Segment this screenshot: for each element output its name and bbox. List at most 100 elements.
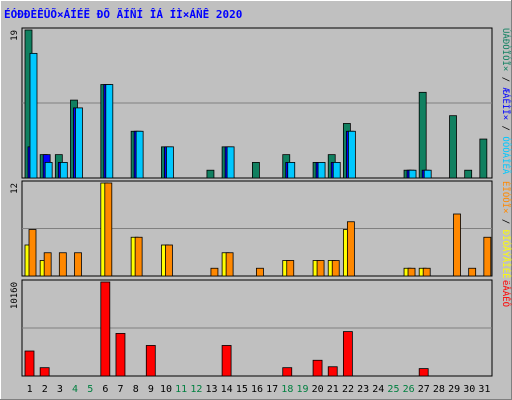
x-tick-label-27: 27 bbox=[418, 384, 430, 395]
x-tick-label-30: 30 bbox=[463, 384, 475, 395]
x-tick-label-19: 19 bbox=[296, 384, 308, 395]
kbytes-legend: ëÂÁÊÔ bbox=[500, 280, 512, 307]
x-tick-label-24: 24 bbox=[372, 384, 384, 395]
x-tick-label-31: 31 bbox=[478, 384, 490, 395]
visits-sites-panel: 12 ÈÏÓÔÏ× / ÐÏÓÅÝÅÎÉÊ bbox=[10, 180, 512, 279]
kbytes-bar-kbytes-6 bbox=[100, 281, 111, 377]
kbytes-ymax-label: 10160 bbox=[10, 282, 20, 309]
x-tick-label-15: 15 bbox=[236, 384, 248, 395]
kbytes-bar-kbytes-2 bbox=[39, 367, 50, 377]
hits-files-pages-legend-item-1: / bbox=[500, 71, 510, 87]
hits-files-pages-ymax-label: 19 bbox=[10, 30, 20, 41]
visits-sites-bar-sites-21 bbox=[331, 260, 340, 277]
visits-sites-bar-sites-4 bbox=[74, 252, 82, 277]
hits-files-pages-bar-hits-29 bbox=[449, 115, 457, 179]
visits-sites-bar-sites-20 bbox=[316, 260, 325, 277]
visits-sites-bar-sites-13 bbox=[210, 267, 219, 277]
kbytes-bar-kbytes-14 bbox=[221, 345, 232, 377]
visits-sites-legend-item-2: ÐÏÓÅÝÅÎÉÊ bbox=[500, 230, 512, 279]
x-tick-label-12: 12 bbox=[190, 384, 202, 395]
x-tick-label-10: 10 bbox=[160, 384, 172, 395]
visits-sites-bar-sites-29 bbox=[453, 213, 461, 277]
hits-files-pages-bar-hits-16 bbox=[252, 162, 260, 179]
hits-files-pages-legend-item-0: ÚÁÐÒÏÓÏ× bbox=[500, 28, 512, 71]
hits-files-pages-bar-pages-2 bbox=[44, 162, 53, 179]
x-tick-label-23: 23 bbox=[357, 384, 369, 395]
x-axis-labels: 1 2 3 4 5 6 7 8 9 10 11 12 13 14 15 16 17 18 19 20 21 22 23 24 2… bbox=[27, 384, 491, 395]
x-tick-label-29: 29 bbox=[448, 384, 460, 395]
visits-sites-bar-sites-26 bbox=[407, 267, 416, 277]
visits-sites-bar-sites-27 bbox=[422, 267, 431, 277]
kbytes-bar-kbytes-27 bbox=[418, 368, 429, 377]
x-tick-label-2: 2 bbox=[42, 384, 48, 395]
visits-sites-bar-sites-14 bbox=[225, 252, 234, 277]
chart-title: ÉÓÐÐÈÊÛÕ×ÁÍÉË ÐÕ ÄÍÑÍ ÎÁ ÍÌ×ÁÑÊ 2020 bbox=[4, 7, 242, 21]
visits-sites-legend: ÈÏÓÔÏ× / ÐÏÓÅÝÅÎÉÊ bbox=[500, 181, 512, 279]
kbytes-bar-kbytes-20 bbox=[312, 359, 323, 377]
kbytes-panel: 10160 ëÂÁÊÔ bbox=[10, 279, 512, 377]
hits-files-pages-legend: ÚÁÐÒÏÓÏ× / ÆÁÊÌÏ× / ÓÔÒÁÎÉÃ bbox=[500, 28, 512, 175]
x-tick-label-9: 9 bbox=[148, 384, 154, 395]
x-tick-label-3: 3 bbox=[57, 384, 63, 395]
hits-files-pages-bar-pages-22 bbox=[347, 130, 356, 179]
hits-files-pages-bar-pages-4 bbox=[75, 107, 83, 179]
hits-files-pages-bar-pages-8 bbox=[135, 130, 144, 179]
visits-sites-bar-sites-30 bbox=[468, 267, 477, 277]
x-tick-label-21: 21 bbox=[327, 384, 339, 395]
x-tick-label-13: 13 bbox=[205, 384, 217, 395]
kbytes-bar-kbytes-7 bbox=[115, 333, 126, 377]
hits-files-pages-bar-hits-27 bbox=[418, 91, 427, 179]
visits-sites-bar-sites-18 bbox=[286, 260, 295, 277]
visits-sites-legend-item-1: / bbox=[500, 214, 510, 230]
x-tick-label-20: 20 bbox=[312, 384, 324, 395]
visits-sites-bar-sites-8 bbox=[134, 236, 143, 277]
hits-files-pages-bar-pages-10 bbox=[166, 146, 174, 179]
kbytes-bar-kbytes-21 bbox=[327, 366, 338, 377]
x-tick-label-28: 28 bbox=[433, 384, 445, 395]
kbytes-bar-kbytes-9 bbox=[145, 345, 156, 377]
x-tick-label-6: 6 bbox=[102, 384, 108, 395]
hits-files-pages-bar-hits-13 bbox=[206, 169, 215, 179]
visits-sites-bar-sites-31 bbox=[483, 236, 492, 277]
x-tick-label-5: 5 bbox=[87, 384, 93, 395]
visits-sites-bar-sites-1 bbox=[28, 229, 37, 277]
visits-sites-bar-sites-10 bbox=[165, 244, 173, 277]
x-tick-label-26: 26 bbox=[403, 384, 415, 395]
hits-files-pages-panel: 19 ÚÁÐÒÏÓÏ× / ÆÁÊÌÏ× / ÓÔÒÁÎÉÃ bbox=[10, 27, 512, 179]
x-tick-label-25: 25 bbox=[387, 384, 399, 395]
visits-sites-bar-sites-16 bbox=[256, 267, 264, 277]
visits-sites-bar-sites-2 bbox=[43, 252, 52, 277]
hits-files-pages-bar-pages-1 bbox=[29, 52, 38, 179]
hits-files-pages-legend-item-2: ÆÁÊÌÏ× bbox=[500, 88, 512, 121]
hits-files-pages-bar-pages-27 bbox=[423, 169, 432, 179]
x-tick-label-22: 22 bbox=[342, 384, 354, 395]
kbytes-bar-kbytes-18 bbox=[282, 367, 293, 377]
chart-panels: 19 ÚÁÐÒÏÓÏ× / ÆÁÊÌÏ× / ÓÔÒÁÎÉÃ 12 ÈÏÓÔÏ× / … bbox=[10, 27, 512, 377]
visits-sites-bar-sites-6 bbox=[104, 182, 113, 277]
x-tick-label-14: 14 bbox=[221, 384, 233, 395]
hits-files-pages-legend-item-3: / bbox=[500, 120, 510, 136]
x-tick-label-16: 16 bbox=[251, 384, 263, 395]
hits-files-pages-bar-pages-14 bbox=[226, 146, 235, 179]
hits-files-pages-legend-item-4: ÓÔÒÁÎÉÃ bbox=[500, 136, 512, 175]
x-tick-label-4: 4 bbox=[72, 384, 78, 395]
visits-sites-bar-sites-22 bbox=[346, 221, 355, 277]
x-tick-label-1: 1 bbox=[27, 384, 33, 395]
kbytes-legend-item-0: ëÂÁÊÔ bbox=[500, 280, 512, 307]
x-tick-label-7: 7 bbox=[118, 384, 124, 395]
x-tick-label-8: 8 bbox=[133, 384, 139, 395]
hits-files-pages-bar-pages-20 bbox=[317, 162, 326, 179]
hits-files-pages-bar-pages-26 bbox=[408, 169, 417, 179]
x-tick-label-18: 18 bbox=[281, 384, 293, 395]
x-tick-label-17: 17 bbox=[266, 384, 278, 395]
hits-files-pages-bar-pages-6 bbox=[105, 84, 114, 179]
hits-files-pages-bar-hits-30 bbox=[464, 169, 473, 179]
x-tick-label-11: 11 bbox=[175, 384, 187, 395]
hits-files-pages-bar-pages-18 bbox=[287, 162, 296, 179]
visits-sites-legend-item-0: ÈÏÓÔÏ× bbox=[500, 181, 512, 214]
visits-sites-bar-sites-3 bbox=[58, 252, 67, 277]
kbytes-bar-kbytes-1 bbox=[24, 350, 35, 377]
